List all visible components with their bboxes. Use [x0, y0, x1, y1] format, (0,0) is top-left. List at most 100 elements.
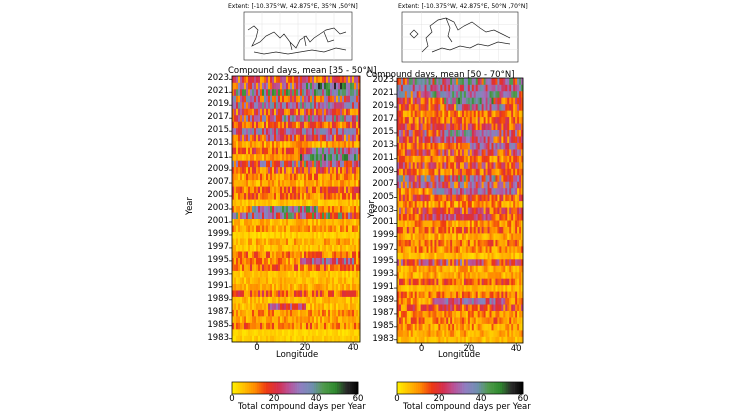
heatmap-cell: [487, 252, 490, 260]
heatmap-cell: [350, 316, 353, 323]
heatmap-cell: [308, 231, 311, 239]
heatmap-cell: [256, 127, 259, 135]
heatmap-cell: [495, 174, 498, 182]
heatmap-cell: [408, 310, 412, 318]
heatmap-cell: [348, 251, 351, 258]
heatmap-cell: [461, 129, 465, 137]
heatmap-cell: [284, 238, 287, 245]
heatmap-cell: [272, 199, 275, 207]
heatmap-cell: [336, 303, 339, 310]
heatmap-cell: [444, 271, 447, 279]
heatmap-cell: [481, 174, 484, 182]
heatmap-cell: [491, 284, 494, 292]
heatmap-cell: [471, 136, 475, 143]
heatmap-cell: [336, 114, 339, 122]
heatmap-cell: [294, 186, 297, 194]
heatmap-cell: [296, 218, 299, 226]
heatmap-cell: [461, 213, 465, 221]
heatmap-cell: [444, 239, 447, 247]
heatmap-cell: [330, 225, 333, 233]
heatmap-cell: [306, 309, 309, 317]
heatmap-cell: [342, 95, 345, 103]
heatmap-cell: [278, 251, 281, 258]
heatmap-cell: [418, 284, 421, 292]
heatmap-cell: [521, 200, 524, 208]
heatmap-cell: [324, 147, 327, 155]
colorbar-segment: [334, 382, 338, 394]
heatmap-cell: [240, 160, 243, 168]
heatmap-cell: [254, 121, 257, 129]
heatmap-cell: [258, 140, 261, 148]
heatmap-cell: [426, 258, 429, 266]
heatmap-cell: [278, 225, 281, 233]
heatmap-cell: [354, 212, 357, 220]
heatmap-cell: [264, 296, 267, 304]
heatmap-cell: [284, 173, 287, 181]
heatmap-cell: [322, 147, 325, 155]
heatmap-cell: [310, 244, 313, 252]
heatmap-cell: [292, 186, 295, 194]
heatmap-cell: [402, 174, 406, 182]
heatmap-cell: [260, 95, 263, 103]
heatmap-cell: [489, 220, 492, 227]
heatmap-cell: [244, 212, 247, 220]
heatmap-cell: [426, 246, 429, 253]
heatmap-cell: [306, 114, 309, 122]
heatmap-cell: [250, 114, 253, 122]
heatmap-cell: [519, 200, 522, 208]
heatmap-cell: [397, 162, 400, 169]
heatmap-cell: [420, 174, 423, 182]
heatmap-cell: [352, 121, 355, 129]
heatmap-cell: [402, 252, 406, 260]
heatmap-cell: [477, 174, 480, 182]
heatmap-cell: [316, 95, 319, 103]
heatmap-cell: [509, 265, 512, 273]
heatmap-cell: [483, 310, 486, 318]
heatmap-cell: [344, 140, 347, 148]
heatmap-cell: [346, 127, 349, 135]
heatmap-cell: [442, 194, 445, 202]
colorbar-segment: [305, 382, 308, 394]
heatmap-cell: [428, 271, 431, 279]
heatmap-cell: [509, 226, 512, 234]
heatmap-cell: [416, 187, 419, 195]
heatmap-cell: [461, 297, 465, 305]
heatmap-cell: [290, 192, 293, 200]
heatmap-cell: [402, 226, 406, 234]
heatmap-cell: [483, 323, 486, 331]
heatmap-cell: [458, 258, 461, 266]
heatmap-cell: [410, 291, 414, 299]
heatmap-cell: [400, 252, 404, 260]
heatmap-cell: [477, 304, 480, 311]
heatmap-cell: [420, 278, 423, 286]
heatmap-cell: [346, 153, 349, 161]
heatmap-cell: [507, 142, 510, 150]
heatmap-cell: [238, 309, 241, 317]
colorbar-segment: [337, 382, 340, 394]
heatmap-cell: [458, 136, 461, 143]
heatmap-cell: [254, 95, 257, 103]
heatmap-cell: [252, 179, 255, 187]
heatmap-cell: [436, 187, 439, 195]
heatmap-cell: [408, 246, 412, 253]
heatmap-cell: [446, 239, 449, 247]
heatmap-cell: [460, 181, 463, 189]
heatmap-cell: [475, 187, 479, 195]
heatmap-cell: [330, 335, 333, 343]
heatmap-cell: [320, 244, 323, 252]
heatmap-cell: [507, 265, 510, 273]
heatmap-cell: [450, 116, 453, 124]
heatmap-cell: [485, 207, 488, 215]
heatmap-cell: [242, 277, 245, 284]
heatmap-cell: [519, 226, 522, 234]
heatmap-cell: [306, 329, 309, 336]
heatmap-cell: [296, 76, 299, 83]
heatmap-cell: [491, 317, 494, 324]
heatmap-cell: [481, 187, 484, 195]
heatmap-cell: [426, 136, 429, 143]
heatmap-cell: [244, 309, 247, 317]
heatmap-cell: [448, 181, 451, 189]
heatmap-cell: [304, 303, 307, 310]
heatmap-cell: [340, 329, 343, 336]
heatmap-cell: [509, 239, 512, 247]
